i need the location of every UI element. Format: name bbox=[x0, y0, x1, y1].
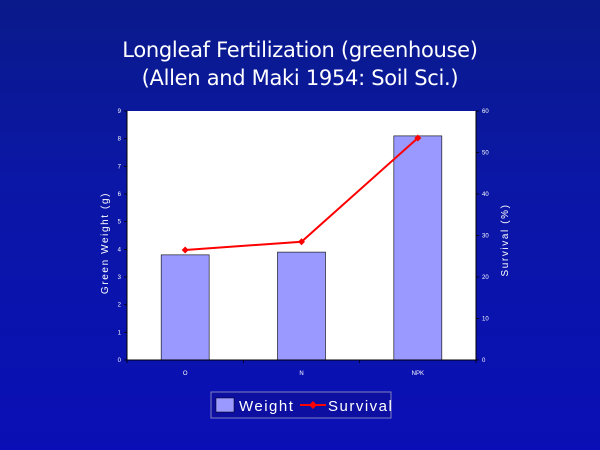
right-tick-label: 0 bbox=[482, 358, 486, 364]
survival-line-group bbox=[181, 134, 422, 254]
x-tick-label: N bbox=[299, 371, 303, 377]
legend-weight-label: Weight bbox=[239, 398, 294, 415]
right-tick-label: 10 bbox=[482, 317, 489, 323]
right-ticks-group: 0 10 20 30 40 50 60 bbox=[476, 109, 489, 364]
survival-point-o bbox=[181, 246, 189, 254]
left-ticks-group: 0 1 2 3 4 5 6 7 8 9 bbox=[118, 109, 127, 364]
legend-weight-swatch bbox=[215, 397, 235, 413]
left-tick-label: 8 bbox=[118, 137, 122, 143]
legend-survival-label: Survival bbox=[328, 398, 393, 415]
x-tick-label: O bbox=[183, 371, 188, 377]
right-tick-label: 60 bbox=[482, 109, 489, 115]
right-tick-label: 40 bbox=[482, 192, 489, 198]
bar-npk bbox=[393, 135, 443, 361]
left-tick-label: 2 bbox=[118, 303, 122, 309]
survival-point-npk bbox=[414, 134, 422, 142]
left-tick-label: 0 bbox=[118, 358, 122, 364]
left-tick-label: 5 bbox=[118, 220, 122, 226]
bar-n bbox=[277, 251, 326, 361]
left-tick-label: 4 bbox=[118, 247, 122, 253]
right-tick-label: 30 bbox=[482, 234, 489, 240]
survival-point-n bbox=[298, 238, 305, 246]
chart-title: Longleaf Fertilization (greenhouse) (All… bbox=[0, 36, 600, 92]
x-ticks-group: O N NPK bbox=[126, 360, 477, 377]
x-tick-label: NPK bbox=[412, 371, 424, 377]
left-tick-label: 7 bbox=[118, 164, 122, 170]
y-axis-title: Green Weight (g) bbox=[100, 192, 111, 294]
left-tick-label: 3 bbox=[118, 275, 122, 281]
right-tick-label: 50 bbox=[482, 151, 489, 157]
legend-survival-marker bbox=[309, 401, 317, 409]
left-tick-label: 9 bbox=[118, 109, 122, 115]
legend: Weight Survival bbox=[210, 391, 393, 419]
left-tick-label: 6 bbox=[118, 192, 122, 198]
chart-title-line-2: (Allen and Maki 1954: Soil Sci.) bbox=[141, 66, 459, 90]
bar-o bbox=[160, 254, 210, 361]
y2-axis-title: Survival (%) bbox=[500, 203, 511, 276]
chart-title-line-1: Longleaf Fertilization (greenhouse) bbox=[122, 38, 478, 62]
left-tick-label: 1 bbox=[118, 330, 122, 336]
right-tick-label: 20 bbox=[482, 275, 489, 281]
bars-group bbox=[160, 135, 443, 361]
